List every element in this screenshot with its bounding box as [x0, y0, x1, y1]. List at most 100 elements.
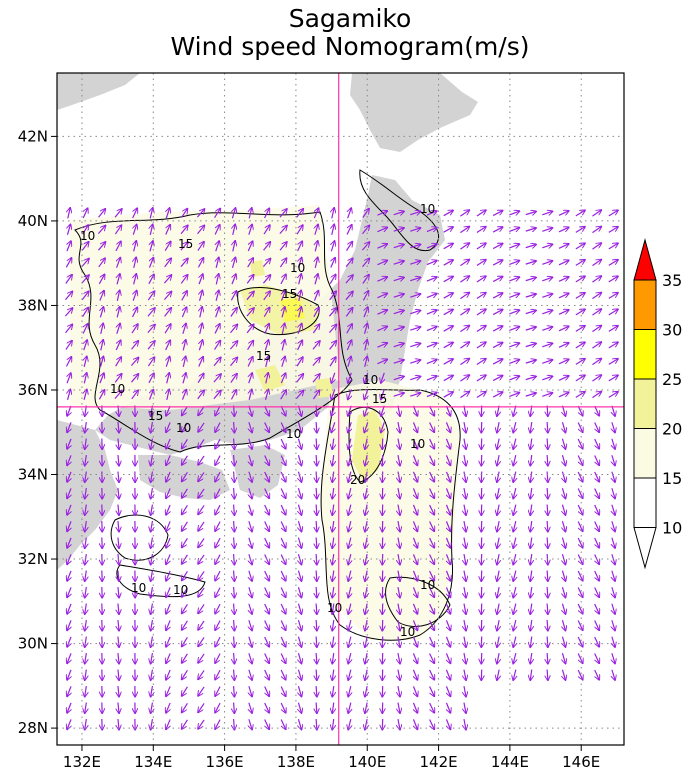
wind-arrow [213, 357, 221, 367]
wind-arrow [562, 603, 565, 615]
wind-arrow [296, 225, 303, 235]
wind-arrow [362, 225, 369, 235]
wind-arrow [492, 359, 503, 365]
wind-arrow [215, 587, 221, 598]
wind-arrow [547, 471, 548, 483]
wind-arrow [148, 274, 154, 285]
wind-arrow [547, 619, 548, 631]
colorbar-label: 20 [662, 420, 682, 439]
wind-arrow [429, 422, 435, 433]
wind-arrow [446, 719, 450, 729]
wind-arrow [297, 340, 303, 351]
wind-arrow [249, 636, 252, 648]
wind-arrow [234, 702, 235, 714]
wind-arrow [313, 307, 319, 318]
wind-arrow [410, 244, 420, 247]
wind-arrow [592, 358, 601, 366]
wind-arrow [446, 702, 450, 713]
wind-arrow [365, 487, 367, 499]
wind-arrow [530, 669, 532, 681]
wind-arrow [525, 211, 537, 214]
wind-arrow [413, 438, 417, 449]
contour-label: 10 [173, 583, 188, 597]
contour-labels: 10 15 10 15 10 15 10 15 10 15 10 20 10 10 10 10 10 10 10 [80, 202, 435, 639]
wind-arrow [513, 653, 516, 664]
wind-arrow [525, 244, 537, 247]
wind-arrow [118, 537, 119, 549]
wind-arrow [575, 375, 585, 382]
wind-arrow [328, 324, 336, 334]
wind-arrow [85, 619, 87, 631]
wind-arrow [67, 471, 71, 482]
wind-arrow [348, 389, 352, 399]
wind-arrow [393, 244, 404, 247]
wind-arrow [332, 669, 334, 681]
wind-arrow [562, 653, 565, 664]
wind-arrow [530, 652, 532, 664]
wind-arrow [198, 604, 205, 613]
wind-arrow [377, 359, 387, 365]
wind-arrow [151, 669, 153, 681]
wind-arrow [393, 343, 404, 346]
wind-arrow [118, 487, 119, 499]
wind-arrow [530, 520, 532, 532]
colorbar-segment [633, 428, 657, 479]
wind-arrow [577, 504, 583, 515]
contour-label: 10 [400, 625, 415, 639]
wind-arrow [85, 652, 87, 664]
wind-arrow [182, 521, 188, 531]
wind-arrow [148, 373, 154, 384]
wind-arrow [163, 275, 171, 284]
wind-arrow [65, 275, 72, 284]
contour-label: 10 [410, 437, 425, 451]
wind-arrow [264, 405, 270, 416]
wind-arrow [85, 438, 87, 450]
wind-arrow [234, 603, 235, 615]
wind-arrow [426, 277, 437, 281]
wind-arrow [446, 669, 450, 680]
wind-arrow [166, 356, 170, 367]
wind-arrow [393, 277, 404, 280]
wind-arrow [460, 342, 469, 349]
wind-arrow [492, 227, 503, 233]
wind-arrow [492, 210, 503, 217]
wind-arrow [280, 390, 287, 400]
wind-arrow [299, 274, 302, 285]
wind-arrow [398, 619, 400, 631]
wind-arrow [182, 472, 188, 481]
wind-arrow [608, 392, 618, 398]
wind-arrow [492, 293, 503, 299]
wind-arrow [464, 603, 466, 615]
wind-arrow [133, 290, 137, 301]
wind-arrow [443, 293, 454, 299]
wind-arrow [182, 389, 186, 400]
wind-arrow [249, 537, 252, 549]
lon-tick-label: 142E [420, 753, 458, 771]
wind-arrow [151, 603, 153, 615]
wind-arrow [592, 243, 601, 250]
wind-arrow [81, 275, 89, 284]
wind-arrow [575, 309, 585, 316]
wind-arrow [67, 521, 71, 531]
wind-arrow [198, 505, 205, 514]
wind-arrow [558, 244, 569, 249]
wind-arrow [166, 208, 169, 219]
wind-arrow [182, 670, 188, 679]
wind-arrow [166, 488, 170, 498]
wind-arrow [298, 719, 301, 730]
wind-arrow [377, 211, 387, 216]
wind-arrow [362, 291, 368, 301]
wind-arrow [118, 570, 119, 582]
wind-arrow [594, 422, 600, 433]
wind-arrow [132, 208, 138, 219]
wind-arrow [577, 422, 583, 433]
wind-arrow [280, 422, 286, 433]
location-crosshair [57, 73, 624, 745]
wind-arrow [214, 324, 220, 334]
wind-arrow [413, 587, 417, 597]
wind-arrow [114, 209, 122, 218]
wind-arrow [215, 422, 221, 433]
wind-arrow [85, 454, 87, 466]
lon-tick-label: 140E [348, 753, 386, 771]
wind-arrow [200, 307, 202, 318]
